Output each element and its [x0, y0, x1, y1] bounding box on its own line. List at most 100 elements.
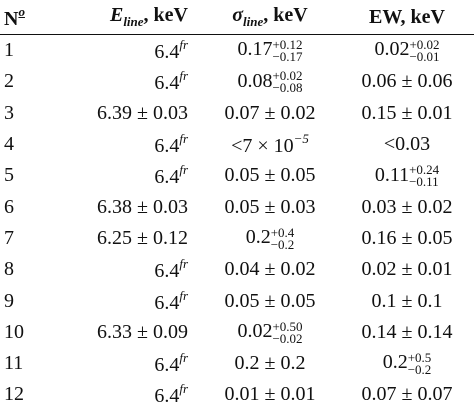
cell-text: 0.08	[237, 69, 273, 92]
table-cell: 6.4fr	[50, 160, 200, 191]
table-row: 4 6.4fr <7 × 10−5 <0.03	[0, 129, 474, 160]
cell-text: 0.03 ± 0.02	[361, 195, 453, 218]
cell-text: <7 × 10	[231, 135, 294, 158]
superscript: fr	[179, 287, 188, 303]
cell-text: 9	[4, 289, 14, 312]
table-cell: 6.4fr	[50, 66, 200, 97]
table-cell: 7	[0, 223, 50, 254]
cell-text: 0.05 ± 0.05	[224, 164, 316, 187]
cell-tail: , keV	[143, 4, 188, 26]
cell-text: 10	[4, 320, 24, 343]
table-cell: 6.4fr	[50, 348, 200, 379]
table-cell: 12	[0, 379, 50, 410]
cell-text: 12	[4, 383, 24, 406]
sup-sub-stack: +0.50 −0.02	[272, 318, 303, 346]
superscript: +0.12	[272, 36, 303, 52]
table-cell: 5	[0, 160, 50, 191]
cell-text: 6.4	[154, 135, 180, 158]
cell-text: 7	[4, 226, 14, 249]
cell-text: 0.07 ± 0.02	[224, 101, 316, 124]
cell-text: 0.05 ± 0.05	[224, 289, 316, 312]
table-cell: 0.2 +0.5 −0.2	[340, 348, 474, 379]
table-cell: 0.02 +0.02 −0.01	[340, 35, 474, 67]
subscript: −0.17	[272, 48, 303, 64]
cell-text: σ	[232, 4, 244, 26]
cell-text: 6.4	[154, 354, 180, 377]
table-row: 12 6.4fr 0.01 ± 0.01 0.07 ± 0.07	[0, 379, 474, 410]
cell-text: 0.14 ± 0.14	[361, 320, 453, 343]
subscript: −0.08	[272, 80, 303, 96]
cell-text: <0.03	[383, 133, 431, 156]
cell-text: 0.2	[382, 351, 408, 374]
table-cell: 0.17 +0.12 −0.17	[200, 35, 340, 67]
superscript: −5	[293, 131, 309, 147]
superscript: fr	[179, 131, 188, 147]
table-cell: 9	[0, 285, 50, 316]
table-cell: 0.1 ± 0.1	[340, 285, 474, 316]
superscript: fr	[179, 37, 188, 53]
table-cell: 6.4fr	[50, 379, 200, 410]
superscript: +0.24	[409, 162, 440, 178]
cell-text: 4	[4, 133, 14, 156]
subscript: line	[123, 14, 144, 29]
subscript: −0.02	[272, 330, 303, 346]
cell-text: 6.4	[154, 291, 180, 314]
table-cell: 0.07 ± 0.02	[200, 98, 340, 129]
cell-text: 3	[4, 101, 14, 124]
header-row: No Eline, keV σline, keV EW, keV	[0, 0, 474, 35]
header-cell: EW, keV	[340, 0, 474, 35]
cell-text: 6.38 ± 0.03	[97, 195, 188, 218]
table-cell: 6.4fr	[50, 35, 200, 67]
cell-text: 6.4	[154, 260, 180, 283]
table-cell: 0.04 ± 0.02	[200, 254, 340, 285]
sup-sub-stack: +0.02 −0.01	[409, 36, 440, 63]
superscript: fr	[179, 162, 188, 178]
cell-text: 11	[4, 352, 24, 375]
table-row: 6 6.38 ± 0.03 0.05 ± 0.03 0.03 ± 0.02	[0, 191, 474, 222]
cell-text: 0.02	[237, 320, 273, 343]
table-cell: 1	[0, 35, 50, 67]
table-cell: <7 × 10−5	[200, 129, 340, 160]
cell-text: EW, keV	[369, 5, 445, 28]
table-cell: 0.05 ± 0.05	[200, 285, 340, 316]
cell-text: 6.4	[154, 41, 180, 64]
table-cell: 0.07 ± 0.07	[340, 379, 474, 410]
table-cell: <0.03	[340, 129, 474, 160]
superscript: +0.02	[409, 36, 440, 52]
table-cell: 0.02 ± 0.01	[340, 254, 474, 285]
table-cell: 6.4fr	[50, 254, 200, 285]
table-cell: 11	[0, 348, 50, 379]
table-row: 7 6.25 ± 0.12 0.2 +0.4 −0.2 0.16 ± 0.05	[0, 223, 474, 254]
table-cell: 0.03 ± 0.02	[340, 191, 474, 222]
superscript: fr	[179, 68, 188, 84]
table-cell: 6.39 ± 0.03	[50, 98, 200, 129]
table-cell: 0.05 ± 0.03	[200, 191, 340, 222]
table-cell: 4	[0, 129, 50, 160]
superscript: +0.50	[272, 318, 303, 334]
header-cell: σline, keV	[200, 0, 340, 35]
cell-text: 0.2	[245, 226, 271, 249]
superscript: fr	[179, 256, 188, 272]
cell-text: 6	[4, 195, 14, 218]
table-cell: 0.11 +0.24 −0.11	[340, 160, 474, 191]
sup-sub-stack: +0.5 −0.2	[408, 351, 432, 376]
cell-text: 0.02	[374, 38, 410, 61]
table-cell: 3	[0, 98, 50, 129]
sup-sub-stack: +0.02 −0.08	[272, 68, 303, 96]
superscript: +0.02	[272, 68, 303, 84]
sup-sub-stack: +0.4 −0.2	[270, 224, 295, 251]
superscript: +0.4	[270, 224, 295, 240]
cell-text: 2	[4, 70, 14, 93]
table-cell: 0.02 +0.50 −0.02	[200, 317, 340, 348]
table-cell: 0.08 +0.02 −0.08	[200, 66, 340, 97]
table-cell: 6.4fr	[50, 129, 200, 160]
cell-text: 6.39 ± 0.03	[97, 101, 188, 124]
subscript: −0.11	[409, 174, 439, 190]
sup-sub-stack: +0.24 −0.11	[409, 162, 440, 190]
subscript: line	[243, 14, 264, 29]
table-cell: 0.15 ± 0.01	[340, 98, 474, 129]
table-cell: 0.2 +0.4 −0.2	[200, 223, 340, 254]
cell-text: 0.1 ± 0.1	[371, 289, 443, 312]
cell-text: 0.15 ± 0.01	[361, 101, 453, 124]
